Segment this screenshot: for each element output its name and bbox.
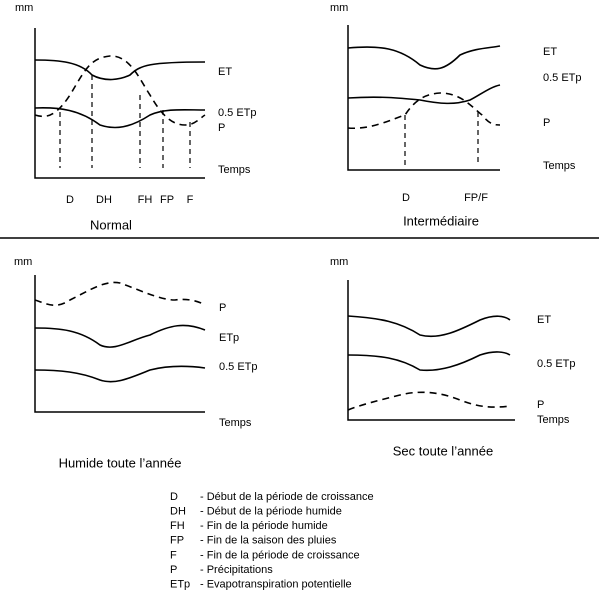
curve-label: ET (537, 314, 551, 326)
curve-label: P (537, 399, 544, 411)
legend-text: - Début de la période de croissance (200, 491, 374, 503)
curve-label: ET (218, 66, 232, 78)
curve-label: ET (543, 46, 557, 58)
legend-abbr: FP (170, 535, 184, 547)
legend-text: - Fin de la période de croissance (200, 549, 360, 561)
x-label: Temps (537, 414, 570, 426)
panel-intermediate: mm ET 0.5 ETp P Temps D FP/F Intermédiai… (330, 2, 582, 229)
panel-humid: mm P ETp 0.5 ETp Temps Humide toute l’an… (14, 256, 258, 471)
panel-title: Humide toute l’année (59, 455, 182, 470)
curve-et (34, 59, 206, 81)
legend-text: - Fin de la période humide (200, 520, 328, 532)
legend-abbr: DH (170, 506, 186, 518)
curve-label: P (219, 302, 226, 314)
curve-p (347, 391, 511, 411)
legend-text: - Début de la période humide (200, 506, 342, 518)
marker-label: FH (138, 194, 153, 206)
panel-normal: mm ET 0.5 ETp P Temps D DH FH FP F Norma… (15, 2, 257, 233)
legend-abbr: D (170, 491, 178, 503)
curve-label: 0.5 ETp (219, 361, 258, 373)
x-label: Temps (219, 417, 252, 429)
panel-title: Sec toute l’année (393, 443, 493, 458)
axes (347, 280, 515, 421)
legend-text: - Evapotranspiration potentielle (200, 579, 352, 591)
curve-p (34, 55, 206, 126)
curve-label: P (218, 122, 225, 134)
y-label: mm (330, 2, 348, 14)
curve-label: 0.5 ETp (537, 358, 576, 370)
y-label: mm (330, 256, 348, 268)
panel-title: Normal (90, 217, 132, 232)
curve-etp (34, 324, 206, 348)
legend-text: - Fin de la saison des pluies (200, 535, 337, 547)
curve-half-etp (34, 107, 206, 129)
curve-half-etp (34, 365, 206, 383)
legend-text: - Précipitations (200, 564, 273, 576)
marker-label: F (187, 194, 194, 206)
legend-abbr: F (170, 549, 177, 561)
marker-label: D (66, 194, 74, 206)
legend: D - Début de la période de croissance DH - … (170, 491, 374, 591)
x-label: Temps (218, 164, 251, 176)
axes (347, 25, 500, 171)
panel-dry: mm ET 0.5 ETp P Temps Sec toute l’année (330, 256, 576, 459)
axes (34, 28, 205, 179)
marker-label: D (402, 192, 410, 204)
curve-half-etp (347, 84, 501, 105)
axes (34, 275, 205, 413)
curve-p (347, 92, 501, 130)
curve-label: 0.5 ETp (543, 72, 582, 84)
marker-label: FP (160, 194, 174, 206)
marker-label: DH (96, 194, 112, 206)
curve-label: P (543, 117, 550, 129)
legend-abbr: P (170, 564, 177, 576)
curve-p (34, 281, 206, 306)
marker-label: FP/F (464, 192, 488, 204)
curve-et (347, 315, 511, 338)
legend-abbr: FH (170, 520, 185, 532)
legend-abbr: ETp (170, 579, 190, 591)
curve-label: 0.5 ETp (218, 107, 257, 119)
curve-label: ETp (219, 332, 239, 344)
y-label: mm (15, 2, 33, 14)
y-label: mm (14, 256, 32, 268)
curve-half-etp (347, 351, 511, 372)
x-label: Temps (543, 160, 576, 172)
panel-title: Intermédiaire (403, 213, 479, 228)
curve-et (347, 45, 501, 70)
